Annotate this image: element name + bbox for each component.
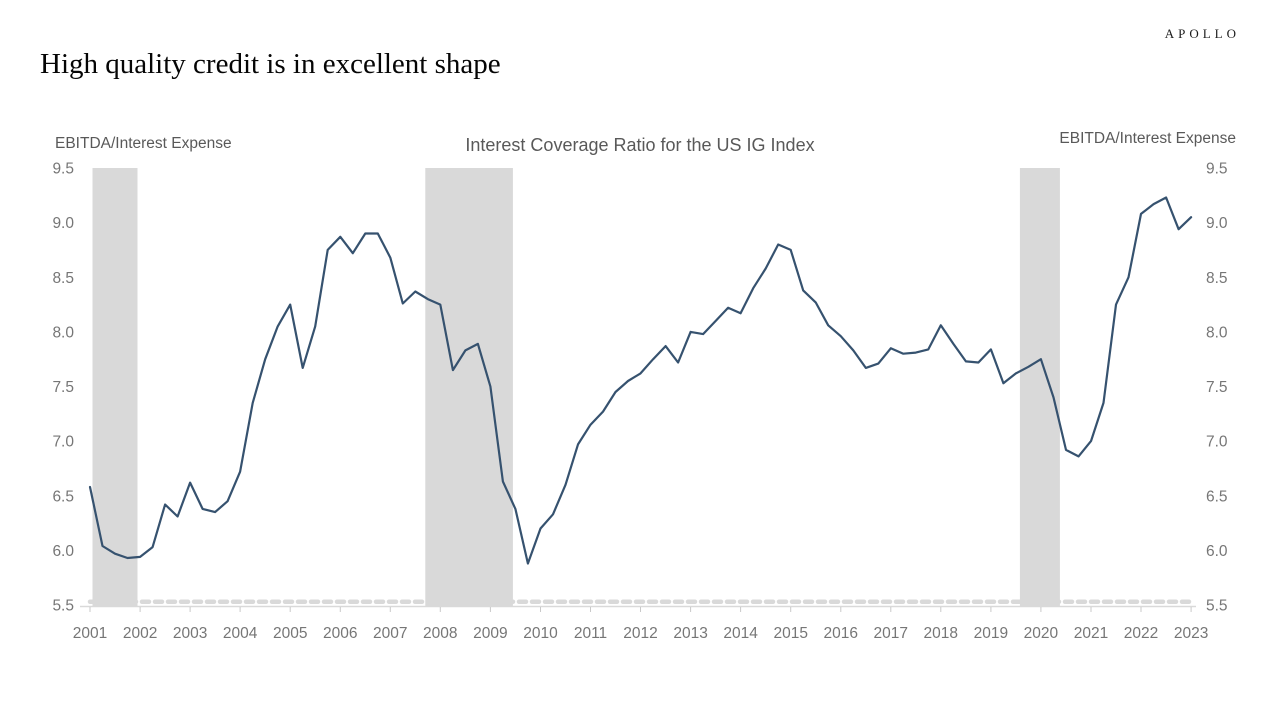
y-tick-label-right: 9.0 <box>1206 215 1228 232</box>
x-tick-label: 2015 <box>773 625 807 642</box>
coverage-ratio-line <box>88 196 1193 565</box>
x-tick-label: 2022 <box>1124 625 1158 642</box>
y-tick-label-right: 9.5 <box>1206 161 1228 178</box>
y-tick-label-right: 6.0 <box>1206 543 1228 560</box>
left-axis-title: EBITDA/Interest Expense <box>55 135 232 152</box>
x-tick-label: 2019 <box>974 625 1008 642</box>
x-tick-label: 2009 <box>473 625 507 642</box>
x-tick-label: 2008 <box>423 625 457 642</box>
y-tick-label-left: 6.0 <box>52 543 74 560</box>
chart-title: Interest Coverage Ratio for the US IG In… <box>465 135 815 155</box>
y-tick-label-right: 6.5 <box>1206 488 1228 505</box>
x-tick-label: 2023 <box>1174 625 1208 642</box>
y-tick-label-right: 7.0 <box>1206 434 1228 451</box>
x-tick-label: 2006 <box>323 625 357 642</box>
x-tick-label: 2014 <box>723 625 758 642</box>
y-tick-label-right: 5.5 <box>1206 598 1228 615</box>
right-axis-title: EBITDA/Interest Expense <box>1059 130 1236 147</box>
apollo-logo: APOLLO <box>1164 26 1240 41</box>
x-tick-label: 2003 <box>173 625 207 642</box>
y-tick-label-left: 8.5 <box>52 270 74 287</box>
x-tick-label: 2007 <box>373 625 407 642</box>
recession-band <box>425 168 513 607</box>
x-tick-label: 2010 <box>523 625 558 642</box>
x-tick-label: 2013 <box>673 625 707 642</box>
y-tick-label-right: 8.5 <box>1206 270 1228 287</box>
y-tick-label-right: 8.0 <box>1206 324 1228 341</box>
recession-band <box>1019 168 1060 607</box>
x-tick-label: 2011 <box>574 625 607 642</box>
x-tick-label: 2001 <box>73 625 107 642</box>
x-tick-label: 2017 <box>874 625 908 642</box>
y-tick-label-left: 7.5 <box>52 379 74 396</box>
page-title: High quality credit is in excellent shap… <box>40 48 501 80</box>
x-tick-label: 2018 <box>924 625 958 642</box>
x-tick-label: 2004 <box>223 625 258 642</box>
x-tick-label: 2002 <box>123 625 157 642</box>
x-tick-label: 2020 <box>1024 625 1059 642</box>
recession-band <box>92 168 138 607</box>
y-tick-label-left: 6.5 <box>52 488 74 505</box>
x-tick-label: 2005 <box>273 625 307 642</box>
y-tick-label-left: 8.0 <box>52 324 74 341</box>
y-tick-label-left: 9.5 <box>52 161 74 178</box>
y-tick-label-left: 9.0 <box>52 215 74 232</box>
x-tick-label: 2016 <box>824 625 858 642</box>
y-tick-label-left: 5.5 <box>52 598 74 615</box>
x-tick-label: 2012 <box>623 625 657 642</box>
y-tick-label-right: 7.5 <box>1206 379 1228 396</box>
y-tick-label-left: 7.0 <box>52 434 74 451</box>
x-tick-label: 2021 <box>1074 625 1108 642</box>
